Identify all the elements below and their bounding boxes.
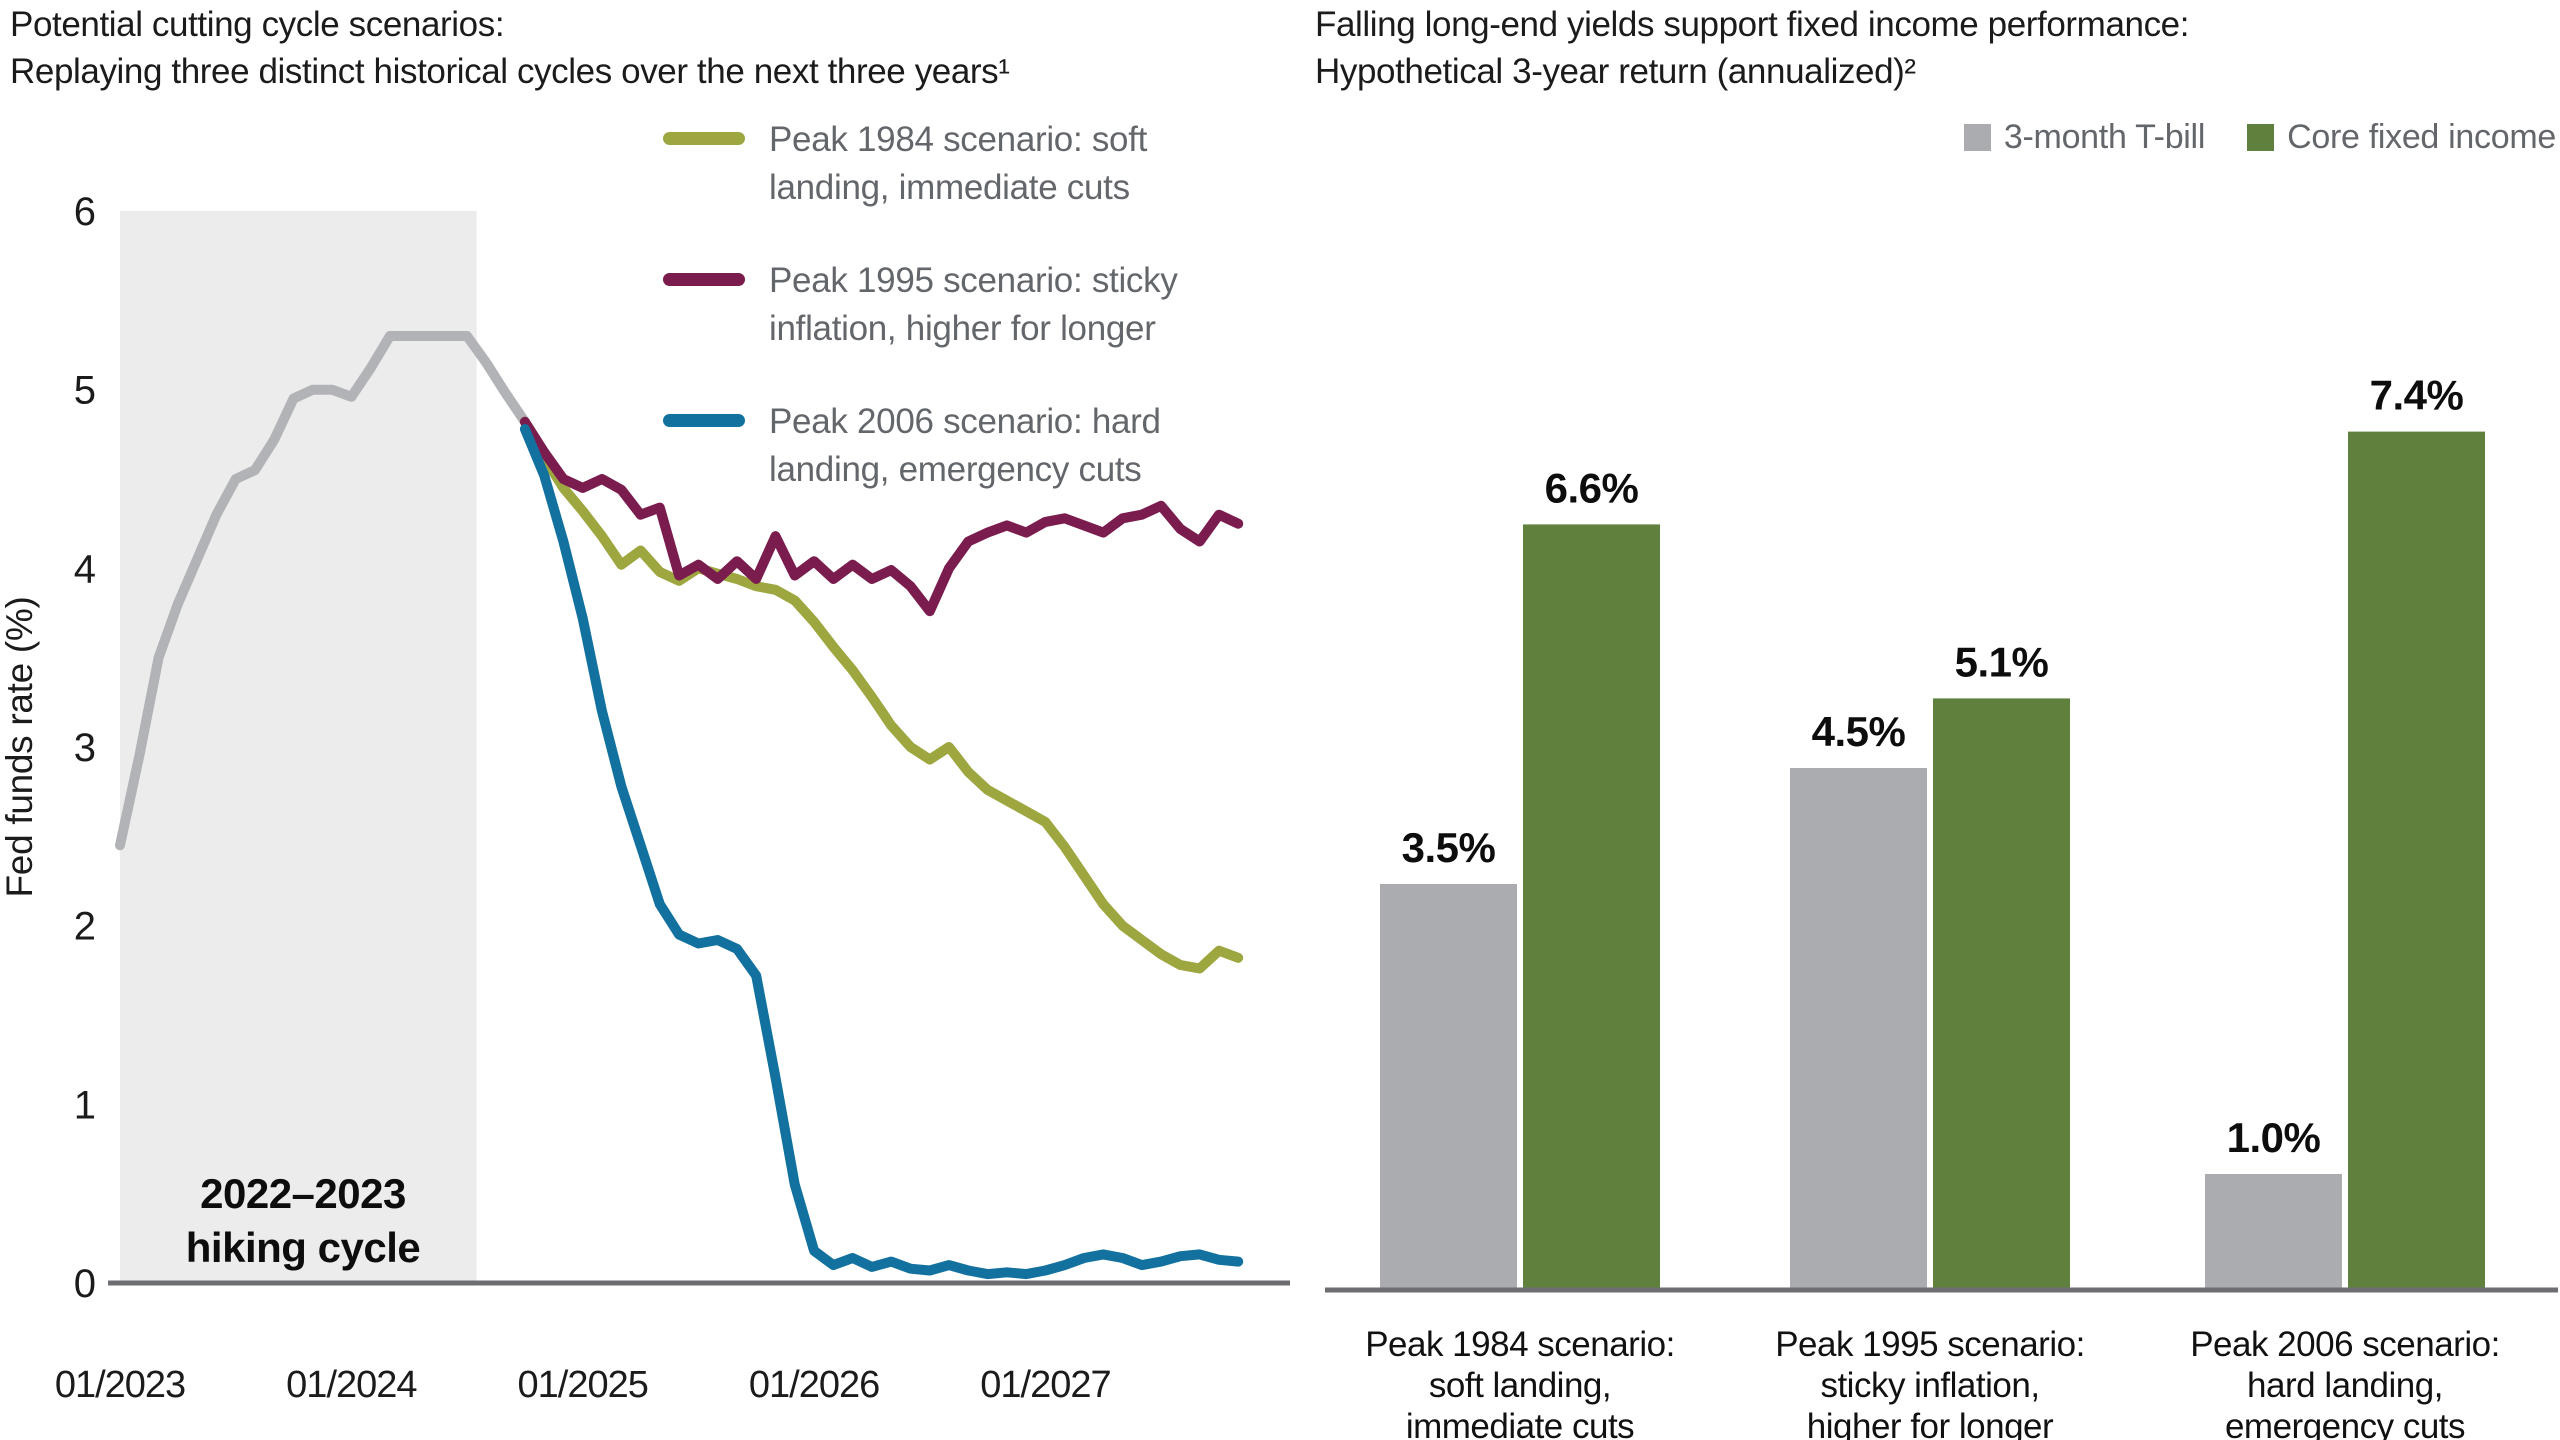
- bar-core-group1: [1523, 524, 1660, 1290]
- right-title-line1: Falling long-end yields support fixed in…: [1315, 5, 2190, 44]
- hiking-cycle-label-line2: hiking cycle: [186, 1224, 420, 1271]
- line-legend-item-3: Peak 2006 scenario: hard landing, emerge…: [663, 398, 1253, 493]
- x-tick-01/2026: 01/2026: [749, 1364, 879, 1406]
- y-tick-3: 3: [74, 726, 96, 770]
- line-legend-item-2: Peak 1995 scenario: sticky inflation, hi…: [663, 257, 1253, 352]
- y-axis-title: Fed funds rate (%): [0, 596, 40, 897]
- line-legend-label-2: Peak 1995 scenario: sticky inflation, hi…: [769, 261, 1178, 348]
- line-legend-swatch-1: [663, 132, 745, 145]
- bar-legend-swatch-2: [2247, 124, 2275, 151]
- returns-bar-chart: 3.5% 6.6% Peak 1984 scenario:soft landing,…: [1325, 372, 2558, 1440]
- x-tick-01/2024: 01/2024: [286, 1364, 417, 1406]
- bar-core-group3: [2348, 431, 2485, 1291]
- bar-category-3-line3: emergency cuts: [2225, 1407, 2465, 1440]
- y-tick-5: 5: [74, 369, 96, 413]
- y-tick-1: 1: [74, 1083, 96, 1127]
- bar-category-2-line3: higher for longer: [1807, 1407, 2054, 1440]
- hiking-cycle-shaded-region: [120, 211, 477, 1283]
- series-line-historical-fed-funds-rate-2022-2023-hiki: [115, 331, 530, 851]
- line-legend-swatch-2: [663, 273, 745, 287]
- bar-tbill-group2: [1790, 768, 1927, 1290]
- series-line-peak-1984-scenario-soft-landing-immediat: [519, 416, 1244, 974]
- bar-legend-label-1: 3-month T-bill: [2003, 118, 2206, 156]
- bar-legend-swatch-1: [1963, 124, 1991, 151]
- bar-category-2-line1: Peak 1995 scenario:: [1775, 1325, 2085, 1364]
- bar-tbill-group3: [2205, 1174, 2342, 1290]
- bar-category-3-line1: Peak 2006 scenario:: [2190, 1325, 2500, 1364]
- bar-value-label-core-group2: 5.1%: [1955, 638, 2049, 685]
- right-chart-title: Falling long-end yields support fixed in…: [1315, 2, 2555, 95]
- line-legend-label-3: Peak 2006 scenario: hard landing, emerge…: [769, 402, 1161, 489]
- line-chart-legend: Peak 1984 scenario: soft landing, immedi…: [663, 116, 1253, 540]
- y-tick-6: 6: [74, 190, 96, 234]
- bar-core-group2: [1933, 698, 2070, 1290]
- bar-tbill-group1: [1380, 884, 1517, 1290]
- x-tick-01/2027: 01/2027: [980, 1364, 1110, 1406]
- right-title-line2: Hypothetical 3-year return (annualized)²: [1315, 51, 1916, 91]
- bar-value-label-tbill-group2: 4.5%: [1812, 708, 1906, 755]
- bar-legend-item-2: Core fixed income: [2247, 118, 2556, 157]
- line-legend-swatch-3: [663, 414, 745, 428]
- bar-value-label-core-group1: 6.6%: [1545, 464, 1639, 511]
- bar-legend-label-2: Core fixed income: [2287, 118, 2556, 156]
- series-line-peak-1995-scenario-sticky-inflation-high: [519, 416, 1244, 617]
- x-tick-01/2023: 01/2023: [55, 1364, 185, 1406]
- bar-value-label-core-group3: 7.4%: [2370, 372, 2464, 419]
- series-line-peak-2006-scenario-hard-landing-emergenc: [519, 424, 1244, 1280]
- bar-value-label-tbill-group1: 3.5%: [1402, 824, 1496, 871]
- left-chart-title: Potential cutting cycle scenarios: Repla…: [10, 2, 1300, 95]
- y-tick-4: 4: [74, 547, 96, 591]
- bar-value-label-tbill-group3: 1.0%: [2227, 1114, 2321, 1161]
- fed-funds-line-chart: 2022–2023 hiking cycle 0 1 2 3 4 5 6 Fed funds ra…: [0, 190, 1290, 1406]
- y-tick-0: 0: [74, 1262, 96, 1306]
- line-legend-item-1: Peak 1984 scenario: soft landing, immedi…: [663, 116, 1253, 211]
- bar-legend-item-1: 3-month T-bill: [1963, 118, 2206, 157]
- y-tick-2: 2: [74, 905, 96, 949]
- bar-category-2-line2: sticky inflation,: [1820, 1366, 2039, 1405]
- bar-chart-legend: 3-month T-bill Core fixed income: [1315, 118, 2556, 157]
- bar-category-1-line1: Peak 1984 scenario:: [1365, 1325, 1675, 1364]
- left-title-line2: Replaying three distinct historical cycl…: [10, 51, 1010, 91]
- hiking-cycle-label-line1: 2022–2023: [200, 1170, 406, 1217]
- bar-category-3-line2: hard landing,: [2247, 1366, 2443, 1405]
- bar-category-1-line2: soft landing,: [1429, 1366, 1611, 1405]
- left-title-line1: Potential cutting cycle scenarios:: [10, 5, 505, 44]
- line-legend-label-1: Peak 1984 scenario: soft landing, immedi…: [769, 120, 1148, 207]
- x-tick-01/2025: 01/2025: [518, 1364, 648, 1406]
- bar-category-1-line3: immediate cuts: [1406, 1407, 1634, 1440]
